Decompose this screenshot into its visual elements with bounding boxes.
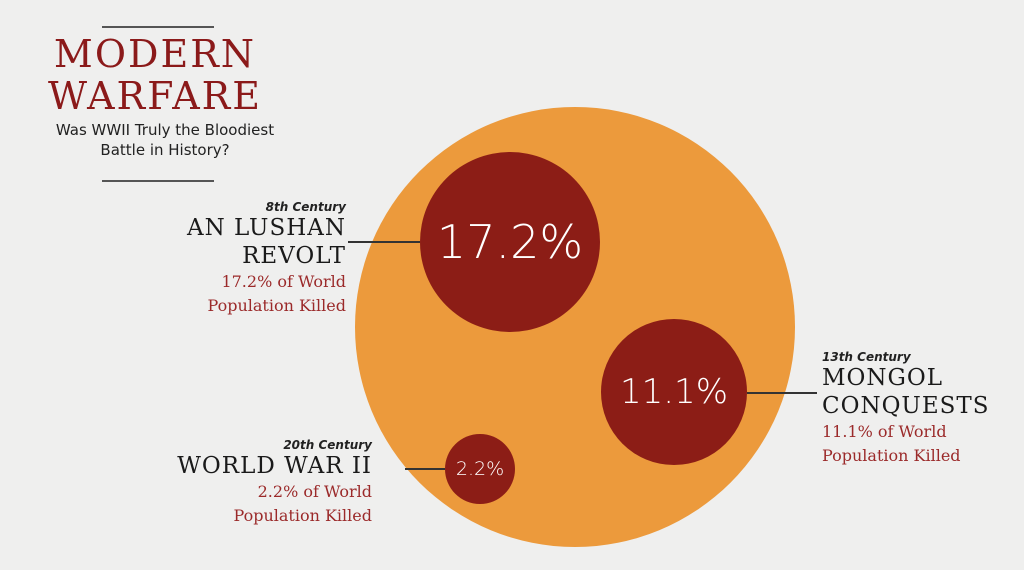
label-an-lushan: 8th Century AN LUSHAN REVOLT 17.2% of Wo… bbox=[140, 200, 346, 318]
bubble-an-lushan: 17.2% bbox=[420, 152, 600, 332]
stat-text: 2.2% of World bbox=[257, 482, 372, 501]
stat-text: Population Killed bbox=[822, 446, 961, 465]
connector-wwii bbox=[405, 468, 445, 470]
bubble-label-an-lushan: 17.2% bbox=[436, 215, 584, 269]
page-title: MODERN WARFARE bbox=[30, 33, 280, 117]
event-name: MONGOL bbox=[822, 365, 944, 391]
title-line-1: MODERN bbox=[53, 32, 257, 76]
stat-text: Population Killed bbox=[233, 506, 372, 525]
bubble-label-mongol: 11.1% bbox=[619, 372, 728, 412]
label-mongol: 13th Century MONGOL CONQUESTS 11.1% of W… bbox=[822, 350, 1022, 468]
label-wwii: 20th Century WORLD WAR II 2.2% of World … bbox=[140, 438, 372, 528]
stat-text: 11.1% of World bbox=[822, 422, 947, 441]
event-name: REVOLT bbox=[242, 243, 346, 269]
outer-circle bbox=[355, 107, 795, 547]
bubble-mongol: 11.1% bbox=[601, 319, 747, 465]
century-label: 20th Century bbox=[283, 438, 372, 452]
title-bottom-rule bbox=[102, 180, 214, 182]
bubble-wwii: 2.2% bbox=[445, 434, 515, 504]
stat-text: Population Killed bbox=[207, 296, 346, 315]
century-label: 8th Century bbox=[265, 200, 346, 214]
subtitle-line-1: Was WWII Truly the Bloodiest bbox=[55, 121, 275, 139]
century-label: 13th Century bbox=[822, 350, 911, 364]
bubble-label-wwii: 2.2% bbox=[455, 458, 505, 480]
connector-an-lushan bbox=[348, 241, 420, 243]
event-name: AN LUSHAN bbox=[187, 215, 346, 241]
connector-mongol bbox=[747, 392, 817, 394]
subtitle-line-2: Battle in History? bbox=[100, 141, 230, 159]
event-name: CONQUESTS bbox=[822, 393, 990, 419]
title-line-2: WARFARE bbox=[47, 74, 263, 118]
subtitle: Was WWII Truly the Bloodiest Battle in H… bbox=[30, 120, 300, 160]
title-top-rule bbox=[102, 26, 214, 28]
event-name: WORLD WAR II bbox=[177, 453, 372, 479]
stat-text: 17.2% of World bbox=[221, 272, 346, 291]
